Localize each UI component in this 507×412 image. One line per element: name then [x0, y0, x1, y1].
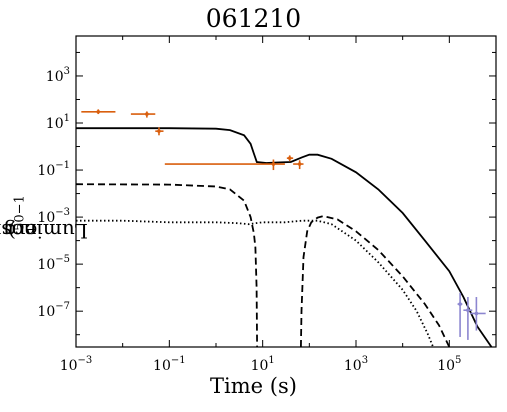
- data-point-7: [466, 308, 470, 313]
- data-point-3: [271, 162, 276, 166]
- data-point-1: [145, 112, 149, 116]
- y-tick-label-5: 103: [46, 66, 70, 85]
- plot-frame: [75, 35, 497, 348]
- model-curve-dashed-late: [300, 215, 451, 347]
- y-tick-label-2: 10−3: [37, 207, 70, 226]
- model-curve-dotted: [76, 219, 434, 347]
- y-label-exponent-2: −1: [12, 195, 28, 215]
- y-label-suffix: ): [8, 218, 16, 243]
- data-point-5: [297, 162, 302, 166]
- plot-marks: [76, 109, 493, 347]
- x-tick-label-3: 103: [344, 355, 368, 374]
- plot-area: [76, 109, 493, 347]
- y-label-mid: erg s: [0, 218, 38, 243]
- x-axis-label: Time (s): [210, 374, 297, 398]
- model-curve-solid: [76, 127, 493, 347]
- data-point-2: [157, 129, 161, 133]
- y-tick-label-4: 101: [46, 113, 70, 132]
- axis-ticks: 10−3 10−1 101 103 105 10−7 10−5 10−3 10−1 101 103: [37, 36, 497, 374]
- x-tick-label-4: 105: [437, 355, 461, 374]
- y-tick-label-1: 10−5: [37, 254, 70, 273]
- y-tick-label-3: 10−1: [37, 160, 70, 179]
- data-point-4: [287, 156, 292, 160]
- x-tick-label-1: 10−1: [153, 355, 186, 374]
- x-tick-label-2: 101: [251, 355, 275, 374]
- x-tick-label-0: 10−3: [60, 355, 93, 374]
- chart-title: 061210: [205, 4, 302, 33]
- data-point-6: [458, 302, 462, 306]
- y-tick-label-0: 10−7: [37, 301, 70, 320]
- data-point-0: [96, 109, 101, 114]
- data-point-8: [474, 311, 479, 316]
- model-curve-dashed: [76, 183, 258, 347]
